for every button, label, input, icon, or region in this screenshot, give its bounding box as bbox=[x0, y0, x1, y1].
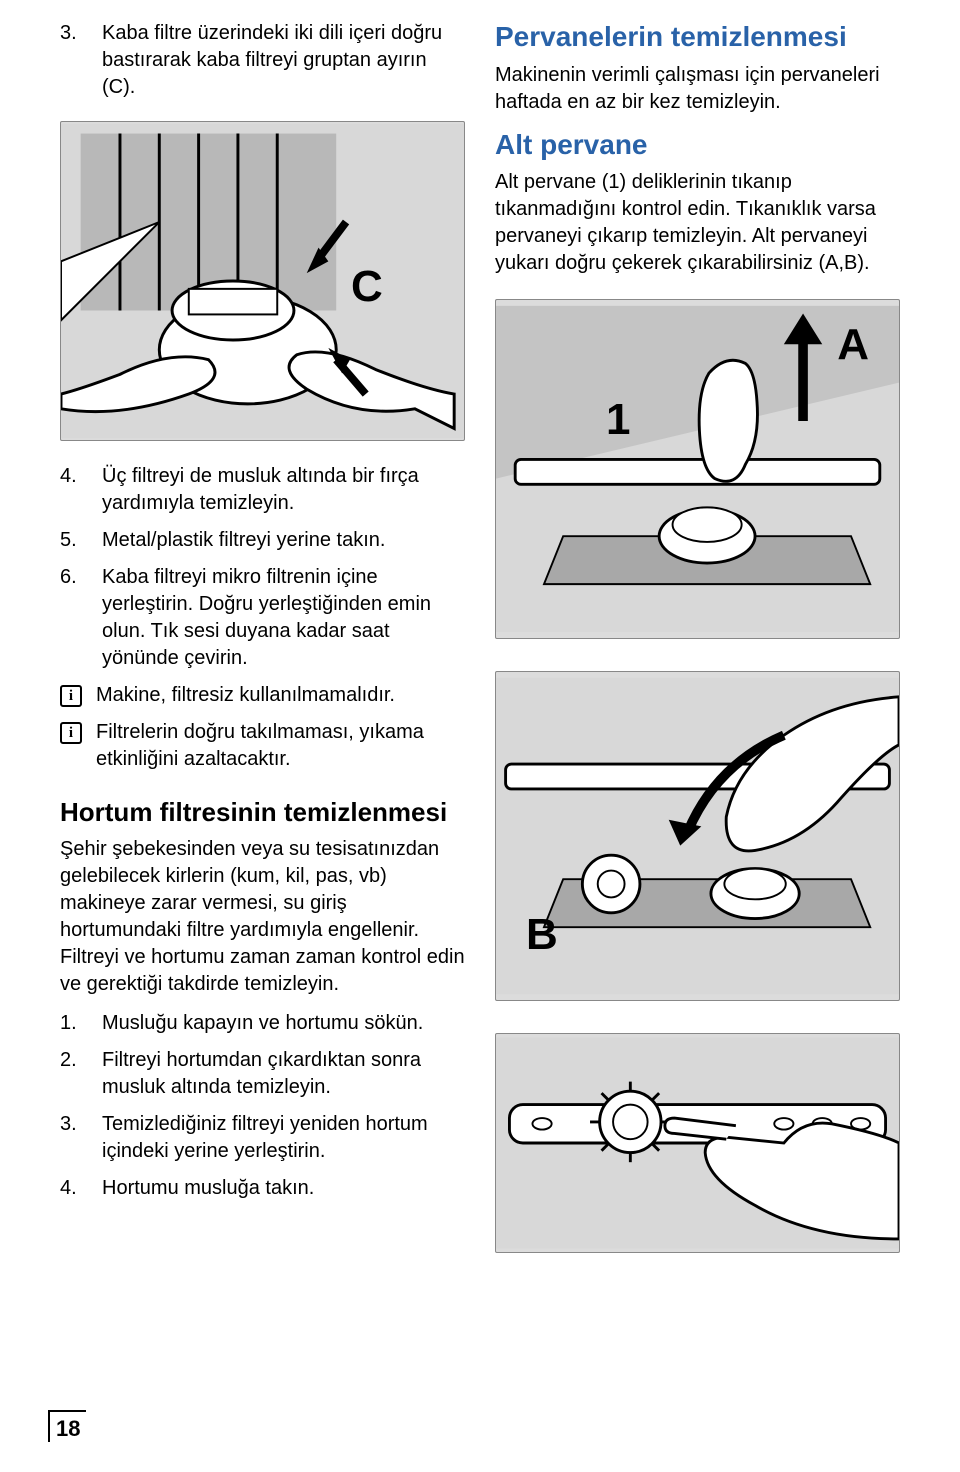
step-text: Temizlediğiniz filtreyi yeniden hortum i… bbox=[102, 1111, 465, 1165]
figure-a-label: A bbox=[837, 320, 869, 370]
step-number: 3. bbox=[60, 1111, 84, 1165]
step-number: 5. bbox=[60, 527, 84, 554]
step-text: Hortumu musluğa takın. bbox=[102, 1175, 314, 1202]
info-icon: i bbox=[60, 722, 82, 744]
step-number: 4. bbox=[60, 1175, 84, 1202]
step-text: Filtreyi hortumdan çıkardıktan sonra mus… bbox=[102, 1047, 465, 1101]
filter-removal-illustration bbox=[61, 122, 464, 440]
step-number: 4. bbox=[60, 463, 84, 517]
info-icon: i bbox=[60, 685, 82, 707]
info-text: Filtrelerin doğru takılmaması, yıkama et… bbox=[96, 719, 465, 773]
impeller-title: Pervanelerin temizlenmesi bbox=[495, 20, 900, 54]
figure-b-label: B bbox=[526, 910, 558, 960]
lower-impeller-title: Alt pervane bbox=[495, 128, 900, 162]
step-number: 6. bbox=[60, 564, 84, 672]
step-text: Metal/plastik filtreyi yerine takın. bbox=[102, 527, 385, 554]
step-text: Üç filtreyi de musluk altında bir fırça … bbox=[102, 463, 465, 517]
figure-pointing bbox=[495, 1033, 900, 1253]
step-3: 3. Kaba filtre üzerindeki iki dili içeri… bbox=[60, 20, 465, 101]
hose-step-1: 1. Musluğu kapayın ve hortumu sökün. bbox=[60, 1010, 465, 1037]
impeller-body: Makinenin verimli çalışması için pervane… bbox=[495, 62, 900, 116]
hose-filter-title: Hortum filtresinin temizlenmesi bbox=[60, 797, 465, 828]
hose-step-2: 2. Filtreyi hortumdan çıkardıktan sonra … bbox=[60, 1047, 465, 1101]
info-note-2: i Filtrelerin doğru takılmaması, yıkama … bbox=[60, 719, 465, 773]
lower-impeller-body: Alt pervane (1) deliklerinin tıkanıp tık… bbox=[495, 169, 900, 277]
page-number: 18 bbox=[48, 1410, 86, 1442]
step-text: Kaba filtre üzerindeki iki dili içeri do… bbox=[102, 20, 465, 101]
point-impeller-illustration bbox=[496, 1034, 899, 1252]
left-column: 3. Kaba filtre üzerindeki iki dili içeri… bbox=[60, 20, 465, 1275]
step-text: Kaba filtreyi mikro filtrenin içine yerl… bbox=[102, 564, 465, 672]
figure-c-label: C bbox=[351, 262, 383, 312]
step-5: 5. Metal/plastik filtreyi yerine takın. bbox=[60, 527, 465, 554]
info-note-1: i Makine, filtresiz kullanılmamalıdır. bbox=[60, 682, 465, 709]
step-number: 3. bbox=[60, 20, 84, 101]
step-number: 1. bbox=[60, 1010, 84, 1037]
info-text: Makine, filtresiz kullanılmamalıdır. bbox=[96, 682, 395, 709]
manual-page: 3. Kaba filtre üzerindeki iki dili içeri… bbox=[0, 0, 960, 1335]
step-6: 6. Kaba filtreyi mikro filtrenin içine y… bbox=[60, 564, 465, 672]
step-4: 4. Üç filtreyi de musluk altında bir fır… bbox=[60, 463, 465, 517]
figure-b: B bbox=[495, 671, 900, 1001]
step-text: Musluğu kapayın ve hortumu sökün. bbox=[102, 1010, 423, 1037]
step-number: 2. bbox=[60, 1047, 84, 1101]
right-column: Pervanelerin temizlenmesi Makinenin veri… bbox=[495, 20, 900, 1275]
hose-filter-body: Şehir şebekesinden veya su tesisatınızda… bbox=[60, 836, 465, 998]
figure-c: C bbox=[60, 121, 465, 441]
figure-a: A 1 bbox=[495, 299, 900, 639]
figure-1-label: 1 bbox=[606, 395, 630, 445]
hose-step-3: 3. Temizlediğiniz filtreyi yeniden hortu… bbox=[60, 1111, 465, 1165]
hose-step-4: 4. Hortumu musluğa takın. bbox=[60, 1175, 465, 1202]
